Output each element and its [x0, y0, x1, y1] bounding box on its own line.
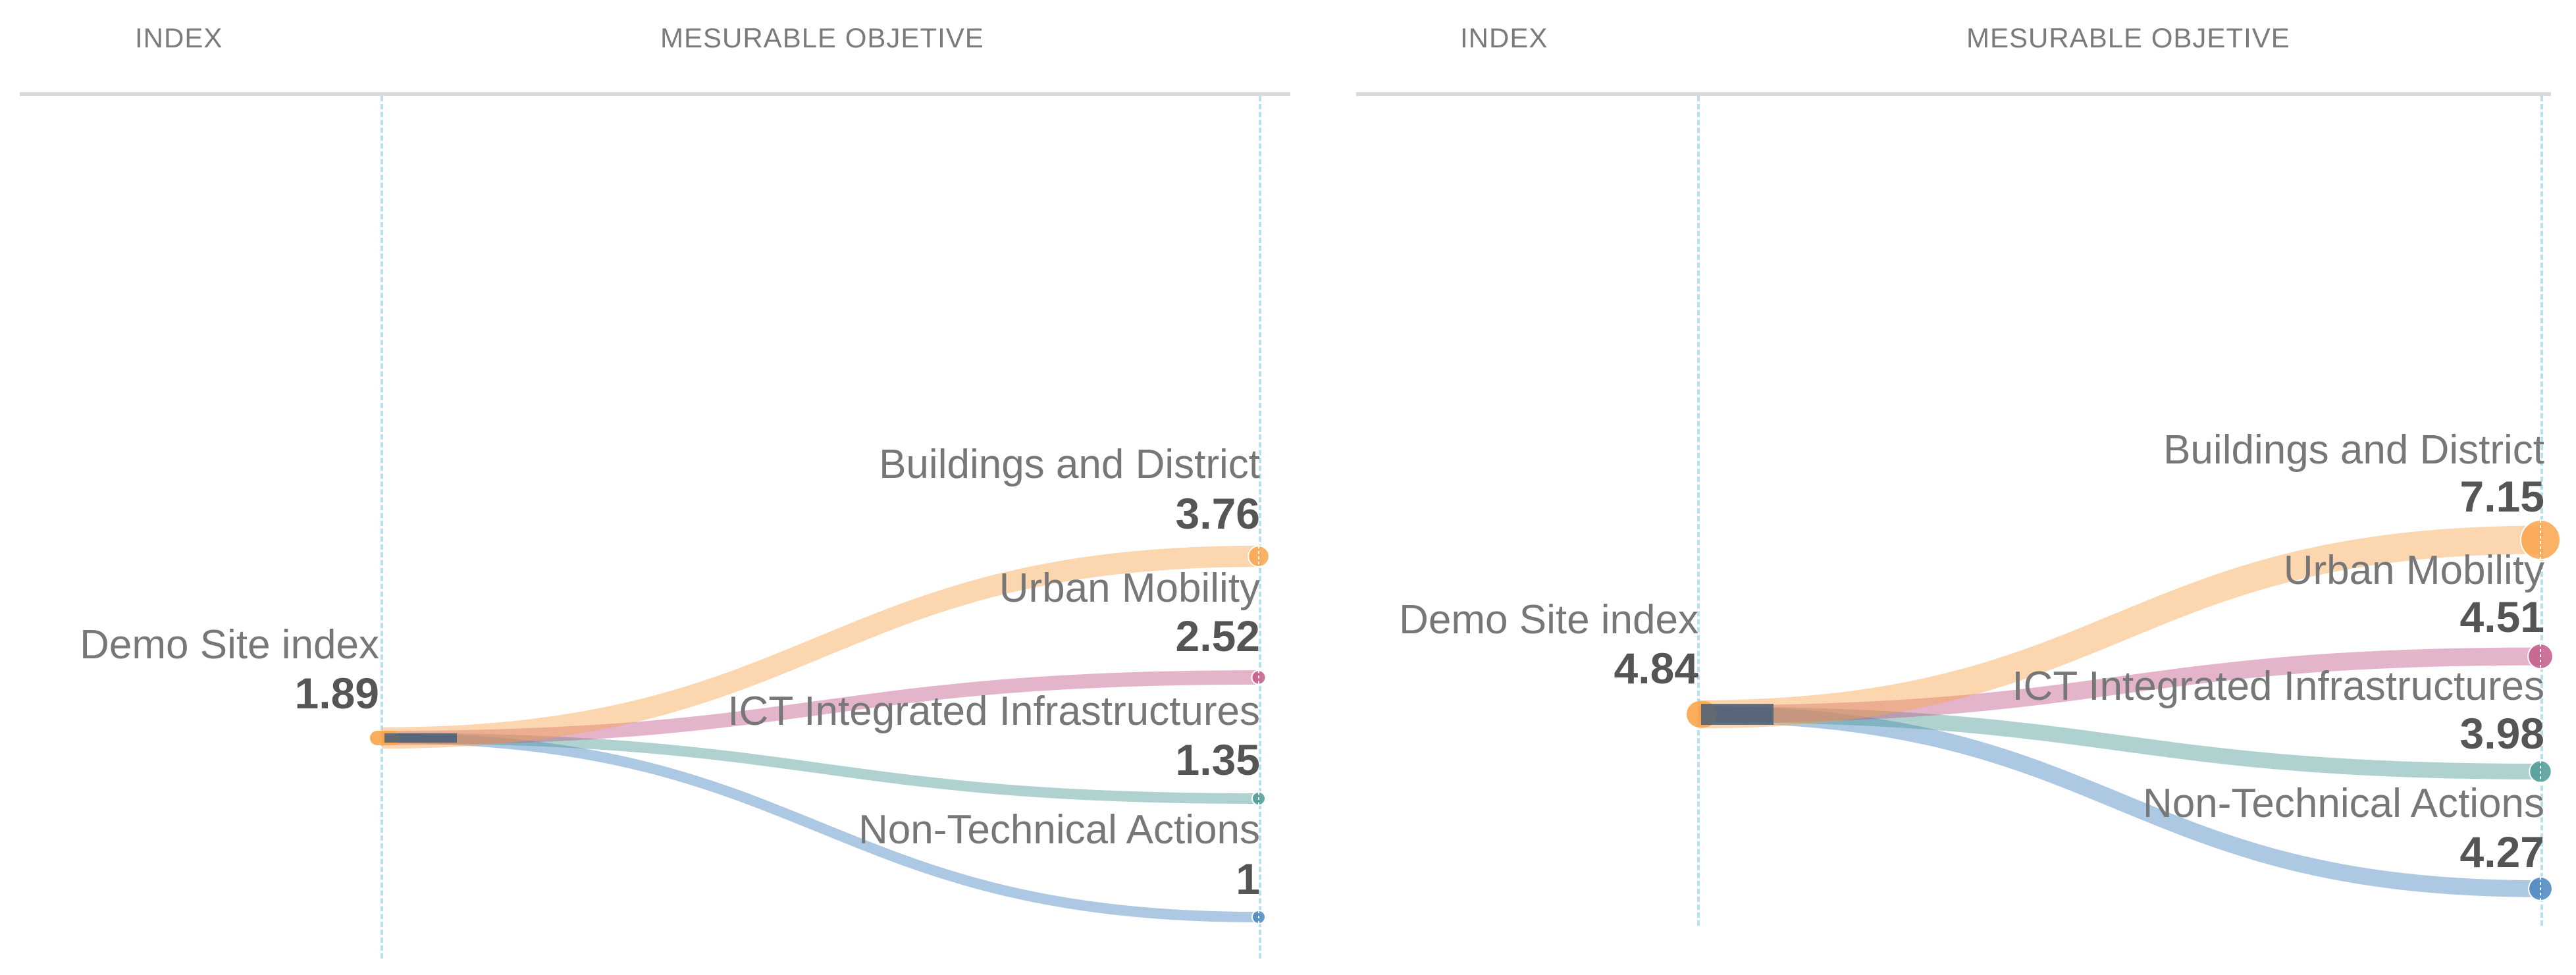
sankey-panel-right: INDEX MESURABLE OBJETIVE Demo Site index… [1343, 0, 2576, 975]
sankey-link-urban-mobility [381, 670, 1259, 745]
sankey-link-non-technical [1698, 706, 2541, 897]
sankey-chart-left [370, 545, 1270, 924]
target-value-ict: 1.35 [1175, 735, 1260, 784]
target-value-non-technical: 4.27 [2459, 828, 2544, 876]
sankey-source-bundle [384, 733, 457, 743]
target-label-buildings: Buildings and District [879, 442, 1260, 487]
target-value-buildings: 3.76 [1175, 489, 1260, 538]
source-value: 1.89 [294, 669, 379, 718]
header-objective: MESURABLE OBJETIVE [660, 22, 984, 53]
target-label-urban-mobility: Urban Mobility [2283, 548, 2544, 593]
index-axis [1697, 96, 1700, 926]
header-divider [1356, 92, 2551, 96]
source-label: Demo Site index [80, 622, 379, 668]
target-label-ict: ICT Integrated Infrastructures [2012, 664, 2544, 709]
sankey-link-buildings [1698, 525, 2541, 729]
header-index: INDEX [1460, 22, 1548, 53]
sankey-link-buildings [381, 545, 1259, 749]
sankey-link-ict [381, 733, 1259, 804]
sankey-link-ict [1698, 706, 2541, 779]
target-value-urban-mobility: 2.52 [1175, 612, 1260, 660]
sankey-panel-left: INDEX MESURABLE OBJETIVE Demo Site index… [20, 22, 1290, 959]
target-value-buildings: 7.15 [2459, 472, 2544, 521]
sankey-source-bundle [1701, 704, 1774, 725]
target-value-urban-mobility: 4.51 [2459, 593, 2544, 641]
target-label-buildings: Buildings and District [2163, 427, 2544, 473]
target-value-ict: 3.98 [2459, 709, 2544, 758]
sankey-link-urban-mobility [1698, 647, 2541, 724]
target-label-non-technical: Non-Technical Actions [2143, 781, 2544, 826]
target-label-ict: ICT Integrated Infrastructures [727, 689, 1260, 734]
sankey-link-non-technical [381, 733, 1259, 922]
objective-axis [2540, 96, 2543, 926]
source-label: Demo Site index [1399, 597, 1698, 643]
sankey-chart-right [1687, 519, 2561, 901]
target-label-urban-mobility: Urban Mobility [999, 566, 1260, 611]
header-divider [20, 92, 1290, 96]
target-label-non-technical: Non-Technical Actions [858, 807, 1260, 853]
target-value-non-technical: 1 [1236, 855, 1260, 903]
header-index: INDEX [135, 22, 223, 53]
source-value: 4.84 [1614, 644, 1698, 693]
header-objective: MESURABLE OBJETIVE [1966, 22, 2290, 53]
objective-axis [1259, 96, 1261, 959]
index-axis [381, 96, 383, 959]
